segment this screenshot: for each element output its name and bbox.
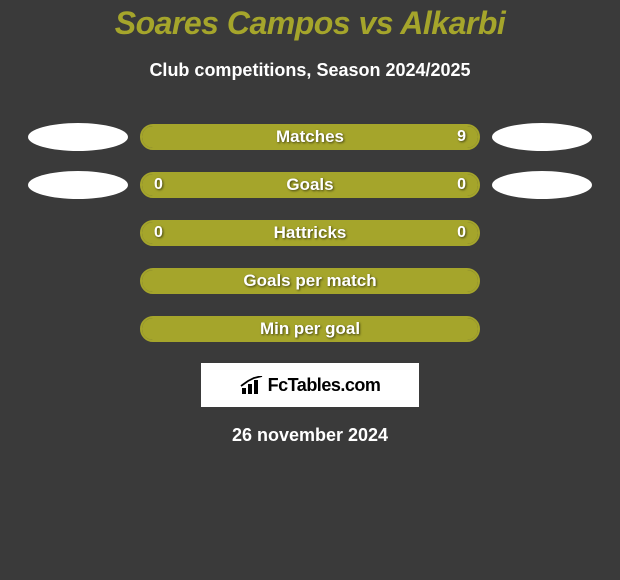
stat-bar: Goals per match: [140, 268, 480, 294]
stat-value-left: 0: [154, 176, 163, 194]
stat-label: Min per goal: [260, 319, 360, 339]
stat-value-right: 0: [457, 224, 466, 242]
stat-row: Goals per match: [0, 267, 620, 295]
stat-label: Goals per match: [243, 271, 376, 291]
stat-bar: Goals 0 0: [140, 172, 480, 198]
avatar-spacer: [28, 267, 128, 295]
stat-label: Matches: [276, 127, 344, 147]
stat-row: Matches 9: [0, 123, 620, 151]
brand-logo[interactable]: FcTables.com: [201, 363, 419, 407]
stat-row: Min per goal: [0, 315, 620, 343]
page-subtitle: Club competitions, Season 2024/2025: [0, 60, 620, 81]
avatar-spacer: [28, 315, 128, 343]
avatar-spacer: [492, 315, 592, 343]
player-right-avatar[interactable]: [492, 171, 592, 199]
bar-chart-icon: [240, 376, 264, 394]
player-left-avatar[interactable]: [28, 123, 128, 151]
stat-bar: Matches 9: [140, 124, 480, 150]
avatar-spacer: [28, 219, 128, 247]
date-label: 26 november 2024: [0, 425, 620, 446]
stat-row: Goals 0 0: [0, 171, 620, 199]
brand-name: FcTables.com: [268, 375, 381, 396]
stat-bar: Hattricks 0 0: [140, 220, 480, 246]
stat-row: Hattricks 0 0: [0, 219, 620, 247]
stat-bar: Min per goal: [140, 316, 480, 342]
stat-rows: Matches 9 Goals 0 0 Hattricks 0 0 Goals per matc…: [0, 123, 620, 343]
player-left-avatar[interactable]: [28, 171, 128, 199]
stat-value-right: 0: [457, 176, 466, 194]
player-right-avatar[interactable]: [492, 123, 592, 151]
avatar-spacer: [492, 267, 592, 295]
stat-label: Goals: [286, 175, 333, 195]
page-title: Soares Campos vs Alkarbi: [0, 5, 620, 42]
stat-value-right: 9: [457, 128, 466, 146]
avatar-spacer: [492, 219, 592, 247]
stat-label: Hattricks: [274, 223, 347, 243]
comparison-widget: Soares Campos vs Alkarbi Club competitio…: [0, 0, 620, 446]
stat-value-left: 0: [154, 224, 163, 242]
